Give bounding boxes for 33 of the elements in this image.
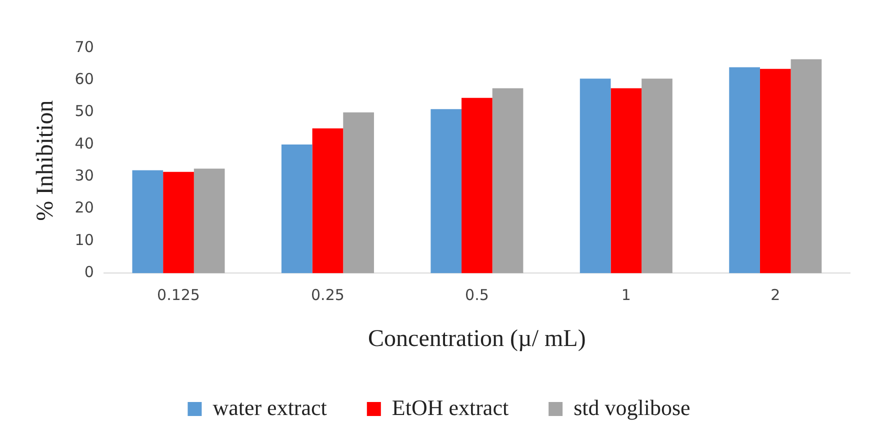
y-tick-label: 50 <box>74 102 94 120</box>
bar <box>430 109 462 274</box>
bar <box>580 78 611 274</box>
x-tick-label: 0.5 <box>465 286 489 304</box>
x-tick-label: 1 <box>621 286 631 304</box>
bar <box>132 170 164 274</box>
x-axis-title: Concentration (µ/ mL) <box>368 326 586 352</box>
bar <box>163 172 194 274</box>
x-tick-label: 2 <box>770 286 780 304</box>
bar <box>462 98 492 274</box>
y-axis-title: % Inhibition <box>32 100 59 221</box>
legend-label: EtOH extract <box>392 394 509 420</box>
bar <box>760 68 791 274</box>
legend-label: std voglibose <box>574 394 690 420</box>
legend-label: water extract <box>212 394 327 420</box>
bar <box>642 78 672 274</box>
bar <box>194 168 225 274</box>
y-tick-label: 10 <box>74 230 94 249</box>
y-tick-label: 70 <box>74 38 94 56</box>
bar <box>790 59 822 274</box>
bar <box>312 128 344 274</box>
x-tick-label: 0.25 <box>311 286 344 304</box>
bar <box>610 88 642 274</box>
y-tick-label: 40 <box>74 134 94 152</box>
y-tick-label: 20 <box>74 198 94 217</box>
x-tick-label: 0.125 <box>157 286 200 304</box>
bar <box>492 88 524 274</box>
y-tick-label: 30 <box>74 166 94 185</box>
y-tick-label: 0 <box>84 263 94 282</box>
bar <box>729 67 760 274</box>
bar <box>343 112 374 274</box>
y-tick-label: 60 <box>74 70 94 88</box>
bar <box>281 144 312 274</box>
